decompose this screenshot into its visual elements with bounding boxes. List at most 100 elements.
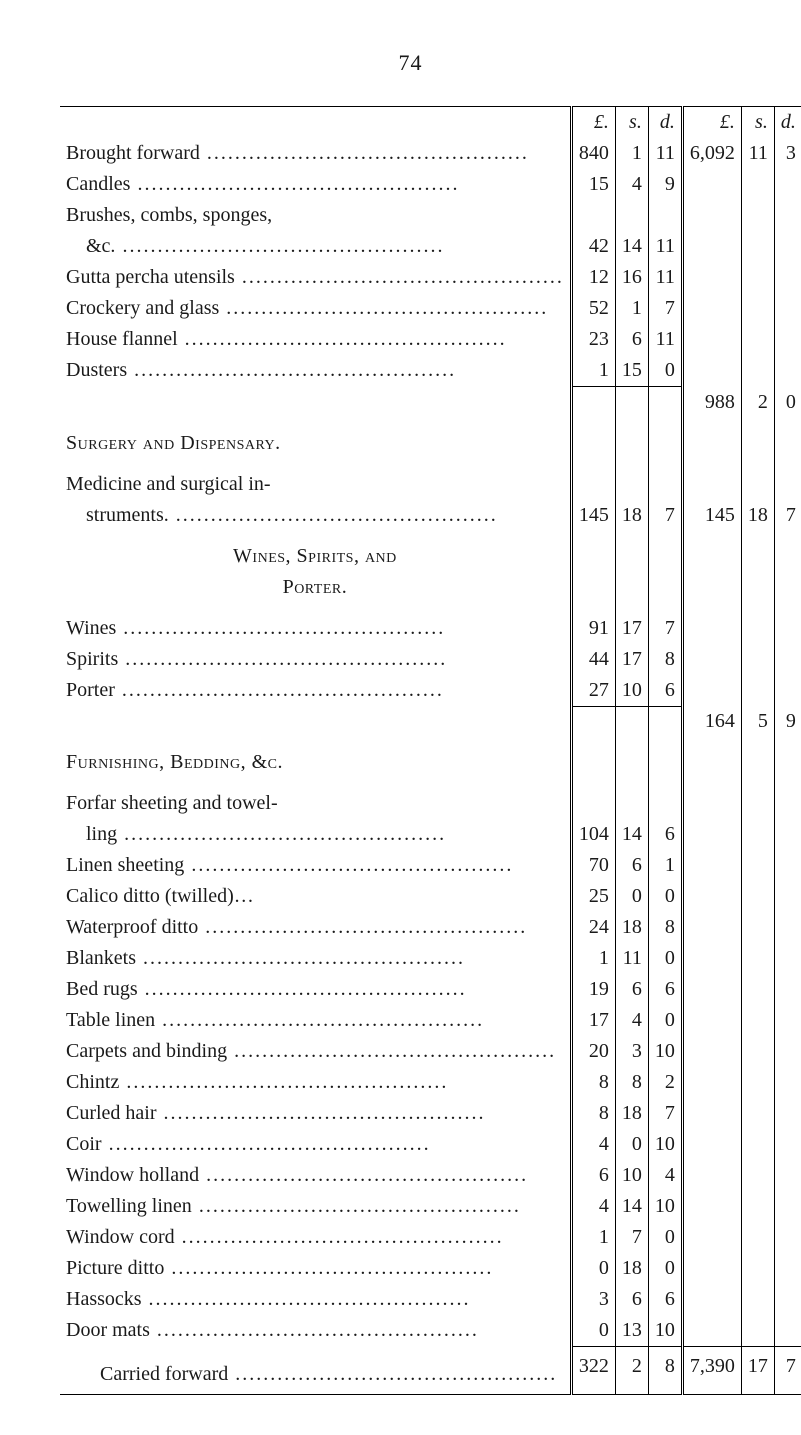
total-pence — [774, 788, 801, 819]
total-shillings — [741, 1005, 774, 1036]
amount-pounds: 0 — [571, 1253, 615, 1284]
total-pounds — [682, 881, 741, 912]
total-shillings — [741, 603, 774, 613]
amount-pounds: 322 — [571, 1351, 615, 1390]
amount-pence — [648, 200, 682, 231]
total-shillings — [741, 974, 774, 1005]
total-pence — [774, 881, 801, 912]
header-row: £.s.d.£.s.d. — [60, 107, 801, 139]
total-pounds — [682, 1253, 741, 1284]
total-pounds — [682, 572, 741, 603]
amount-shillings — [615, 531, 648, 541]
amount-shillings: 10 — [615, 675, 648, 707]
amount-pounds: 24 — [571, 912, 615, 943]
amount-pence: 7 — [648, 500, 682, 531]
amount-shillings: 15 — [615, 355, 648, 387]
total-pence: 0 — [774, 387, 801, 418]
total-pence — [774, 572, 801, 603]
line-description: Carpets and binding — [60, 1036, 571, 1067]
amount-pounds: 20 — [571, 1036, 615, 1067]
amount-pounds: 12 — [571, 262, 615, 293]
total-pence — [774, 943, 801, 974]
amount-shillings: 0 — [615, 881, 648, 912]
total-shillings — [741, 572, 774, 603]
amount-pounds — [571, 778, 615, 788]
amount-pence: 6 — [648, 675, 682, 707]
total-shillings — [741, 418, 774, 428]
total-pounds — [682, 428, 741, 459]
total-pence — [774, 912, 801, 943]
total-pence — [774, 737, 801, 747]
amount-pounds — [571, 788, 615, 819]
amount-pounds: 0 — [571, 1315, 615, 1347]
amount-shillings: 4 — [615, 169, 648, 200]
amount-pence: 10 — [648, 1315, 682, 1347]
line-description: Spirits — [60, 644, 571, 675]
section-title: Surgery and Dispensary. — [60, 428, 571, 459]
total-shillings — [741, 1253, 774, 1284]
total-pence — [774, 1098, 801, 1129]
total-pounds — [682, 1284, 741, 1315]
total-pounds — [682, 943, 741, 974]
amount-pounds — [571, 747, 615, 778]
amount-pounds: 52 — [571, 293, 615, 324]
amount-shillings — [615, 428, 648, 459]
total-pence — [774, 1036, 801, 1067]
amount-pounds: 145 — [571, 500, 615, 531]
total-pence — [774, 974, 801, 1005]
section-heading: Porter. — [60, 572, 801, 603]
line-description: House flannel — [60, 324, 571, 355]
bottom-rule — [60, 1390, 801, 1395]
total-pounds — [682, 1036, 741, 1067]
line-description: Gutta percha utensils — [60, 262, 571, 293]
ledger-row: Chintz882 — [60, 1067, 801, 1098]
total-pounds — [682, 355, 741, 387]
total-pence — [774, 850, 801, 881]
total-pence — [774, 469, 801, 500]
line-description: Waterproof ditto — [60, 912, 571, 943]
amount-shillings: 18 — [615, 1253, 648, 1284]
ledger-row: Linen sheeting7061 — [60, 850, 801, 881]
ledger-row: Spirits44178 — [60, 644, 801, 675]
total-pounds — [682, 778, 741, 788]
amount-pence: 0 — [648, 943, 682, 974]
line-description: Towelling linen — [60, 1191, 571, 1222]
total-pounds — [682, 541, 741, 572]
ledger-row: Door mats01310 — [60, 1315, 801, 1347]
amount-pence — [648, 469, 682, 500]
line-description: &c. — [60, 231, 571, 262]
total-shillings — [741, 644, 774, 675]
total-pounds: 988 — [682, 387, 741, 418]
total-pounds: 6,092 — [682, 138, 741, 169]
total-pence — [774, 1191, 801, 1222]
total-shillings: 2 — [741, 387, 774, 418]
total-shillings — [741, 469, 774, 500]
total-pounds — [682, 613, 741, 644]
ledger-row: Carpets and binding20310 — [60, 1036, 801, 1067]
amount-shillings: 17 — [615, 613, 648, 644]
total-pence: 7 — [774, 500, 801, 531]
ledger-row: Brought forward8401116,092113 — [60, 138, 801, 169]
amount-pounds: 6 — [571, 1160, 615, 1191]
line-description: Forfar sheeting and towel- — [60, 788, 571, 819]
total-shillings — [741, 459, 774, 469]
total-pounds — [682, 469, 741, 500]
line-description: Curled hair — [60, 1098, 571, 1129]
page-number: 74 — [60, 50, 761, 76]
line-description: Brought forward — [60, 138, 571, 169]
amount-pence: 0 — [648, 881, 682, 912]
total-shillings — [741, 778, 774, 788]
ledger-row: Porter27106 — [60, 675, 801, 707]
total-shillings — [741, 1129, 774, 1160]
amount-shillings: 6 — [615, 1284, 648, 1315]
line-description: Coir — [60, 1129, 571, 1160]
amount-pounds: 8 — [571, 1067, 615, 1098]
total-shillings — [741, 943, 774, 974]
total-pence — [774, 644, 801, 675]
line-description: Calico ditto (twilled)… — [60, 881, 571, 912]
amount-pounds — [571, 459, 615, 469]
amount-pounds: 1 — [571, 355, 615, 387]
amount-pence: 10 — [648, 1129, 682, 1160]
total-shillings — [741, 1098, 774, 1129]
total-shillings — [741, 169, 774, 200]
